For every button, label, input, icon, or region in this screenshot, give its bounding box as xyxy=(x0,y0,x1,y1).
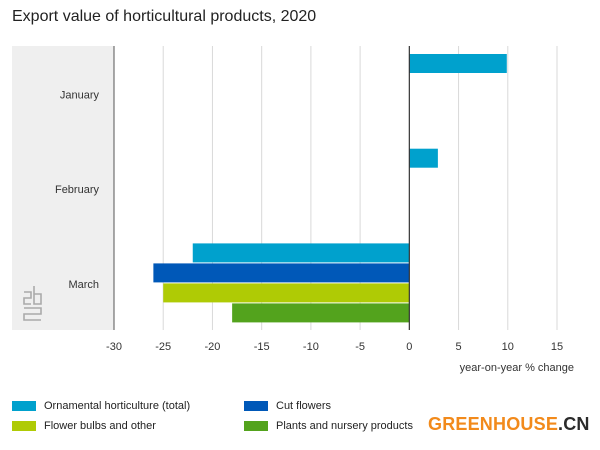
logo-stroke xyxy=(33,286,42,305)
labels: -30 -25 -20 -15 -10 -5 0 5 10 15 year-on-year % ch… xyxy=(55,89,574,374)
plot-background xyxy=(12,46,590,330)
grid xyxy=(162,46,558,330)
legend-label: Ornamental horticulture (total) xyxy=(44,400,191,412)
category-label: February xyxy=(55,184,100,196)
legend-item: Flower bulbs and other xyxy=(12,420,156,432)
plot-panel xyxy=(12,46,590,330)
x-tick-label: 5 xyxy=(455,341,461,353)
brand-suffix: .CN xyxy=(558,414,590,434)
category-label: January xyxy=(60,89,100,101)
x-tick-label: -20 xyxy=(204,341,220,353)
legend-swatch xyxy=(12,401,36,411)
x-tick-label: -10 xyxy=(303,341,319,353)
x-axis-label: year-on-year % change xyxy=(460,362,574,374)
bar xyxy=(409,148,438,168)
bar xyxy=(192,243,410,263)
x-tick-label: -15 xyxy=(254,341,270,353)
logo-stroke xyxy=(23,291,32,305)
x-tick-label: 10 xyxy=(502,341,514,353)
legend: Ornamental horticulture (total) Cut flowe… xyxy=(12,400,452,440)
x-tick-label: 0 xyxy=(406,341,412,353)
bar xyxy=(232,303,410,323)
cbs-logo-icon xyxy=(23,286,42,321)
x-tick-label: -30 xyxy=(106,341,122,353)
x-tick-label: 15 xyxy=(551,341,563,353)
legend-label: Cut flowers xyxy=(276,400,332,412)
legend-item: Plants and nursery products xyxy=(244,420,413,432)
brand-logo: GREENHOUSE.CN xyxy=(428,414,590,435)
logo-glyph xyxy=(23,286,42,321)
legend-label: Plants and nursery products xyxy=(276,420,413,432)
category-label: March xyxy=(68,279,99,291)
chart-title: Export value of horticultural products, … xyxy=(12,8,317,25)
category-panel-corner xyxy=(12,46,24,330)
x-tick-label: -25 xyxy=(155,341,171,353)
category-panel xyxy=(12,46,114,330)
bar xyxy=(163,283,410,303)
brand-main: GREENHOUSE xyxy=(428,414,559,434)
bar xyxy=(153,263,410,283)
legend-item: Cut flowers xyxy=(244,400,331,412)
logo-stroke xyxy=(23,307,42,321)
legend-swatch xyxy=(12,421,36,431)
bars xyxy=(153,54,507,323)
legend-swatch xyxy=(244,401,268,411)
axes xyxy=(113,46,410,330)
x-tick-label: -5 xyxy=(355,341,365,353)
legend-swatch xyxy=(244,421,268,431)
bar xyxy=(409,54,507,73)
legend-label: Flower bulbs and other xyxy=(44,420,156,432)
legend-item: Ornamental horticulture (total) xyxy=(12,400,190,412)
